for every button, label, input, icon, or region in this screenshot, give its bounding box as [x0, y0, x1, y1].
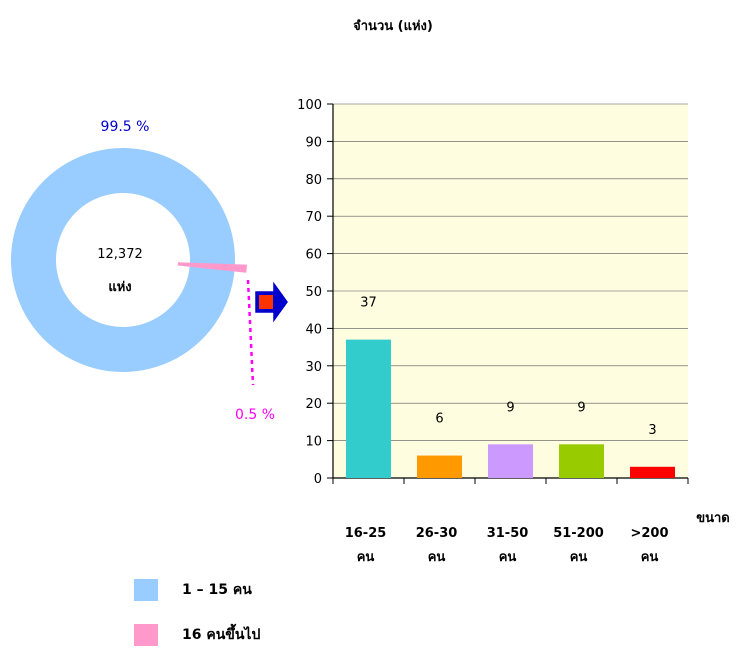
data-label: 9	[506, 400, 514, 415]
x-tick-label: คน	[499, 550, 517, 565]
slice-label-small: 0.5 %	[235, 407, 275, 423]
slice-label-large: 99.5 %	[101, 119, 150, 135]
x-tick-label: 51-200	[553, 526, 604, 541]
x-tick-label: >200	[630, 526, 668, 541]
legend-item-1-15: 1 – 15 คน	[134, 578, 252, 602]
y-tick-label: 100	[297, 98, 322, 113]
x-tick-label: คน	[428, 550, 446, 565]
legend-item-16-plus: 16 คนขึ้นไป	[134, 623, 260, 647]
data-label: 6	[435, 412, 443, 427]
y-tick-label: 10	[305, 435, 322, 450]
y-tick-label: 80	[305, 173, 322, 188]
x-tick-label: คน	[357, 550, 375, 565]
bar	[346, 339, 391, 478]
slice-leader-line	[246, 279, 255, 386]
y-tick-label: 70	[305, 210, 322, 225]
y-tick-label: 0	[314, 472, 322, 487]
y-tick-label: 90	[305, 135, 322, 150]
legend-swatch	[134, 624, 158, 646]
legend-label: 16 คนขึ้นไป	[182, 627, 261, 643]
donut-slice-1-15	[11, 147, 235, 372]
data-label: 9	[577, 400, 585, 415]
y-tick-label: 30	[305, 360, 322, 375]
x-tick-label: คน	[570, 550, 588, 565]
x-axis-label: ขนาด	[696, 511, 730, 526]
donut-slice-16-plus	[177, 262, 247, 273]
bar	[488, 444, 533, 478]
bar-chart: 0 10 20 30 40 50 60 70 80 90 100 37 16-25 คน 6 26-30 คน 9…	[297, 98, 689, 565]
x-tick-label: 31-50	[487, 526, 529, 541]
arrow-right-icon	[255, 281, 288, 323]
data-label: 3	[648, 423, 656, 438]
donut-chart	[11, 147, 247, 372]
donut-center-value: 12,372	[97, 247, 143, 262]
y-tick-label: 60	[305, 248, 322, 263]
x-tick-label: คน	[641, 550, 659, 565]
bar	[417, 455, 462, 478]
legend-label: 1 – 15 คน	[182, 582, 252, 598]
bar-chart-title: จำนวน (แห่ง)	[353, 18, 433, 34]
x-tick-label: 16-25	[345, 526, 387, 541]
data-label: 37	[360, 296, 377, 311]
y-tick-label: 20	[305, 397, 322, 412]
y-tick-label: 40	[305, 322, 322, 337]
legend-swatch	[134, 579, 158, 601]
bar	[559, 444, 604, 478]
x-tick-label: 26-30	[416, 526, 458, 541]
bar	[630, 466, 675, 478]
donut-center-unit: แห่ง	[108, 280, 131, 295]
y-tick-label: 50	[305, 285, 322, 300]
